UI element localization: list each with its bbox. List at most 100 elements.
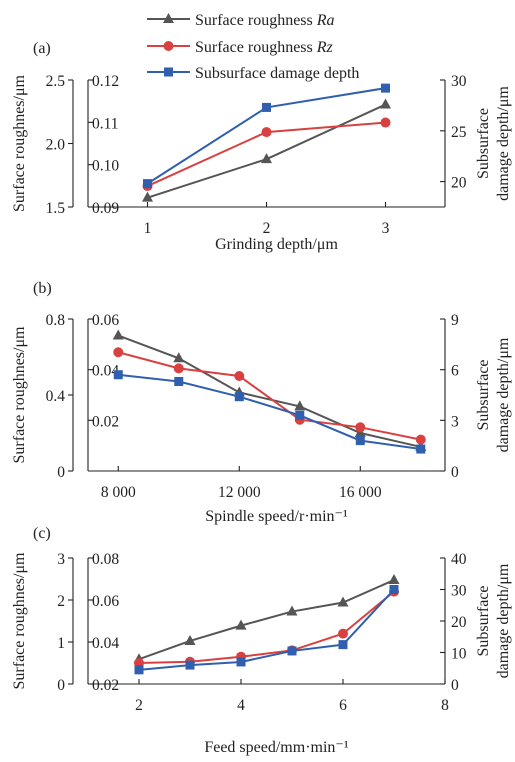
y-right-tick-label: 30 <box>451 583 467 600</box>
legend-marker-ssd <box>164 67 173 77</box>
y-right-tick-label: 0 <box>451 464 459 481</box>
legend-entry-ssd: Subsurface damage depth <box>147 65 359 82</box>
x-tick-label: 2 <box>263 220 271 237</box>
data-point <box>142 191 153 202</box>
x-tick-label: 8 <box>441 697 449 714</box>
data-point <box>173 352 185 363</box>
y-right-tick-label: 25 <box>451 124 467 141</box>
x-tick-label: 4 <box>237 697 245 714</box>
legend-label-ra: Surface roughness Ra <box>195 12 335 29</box>
panel-label: (c) <box>33 525 51 542</box>
x-tick-label: 12 000 <box>218 484 261 501</box>
y-outer-tick-label: 2.5 <box>46 73 66 90</box>
y-right-tick-label: 3 <box>451 413 459 430</box>
panel-c: (c)2 4 6 801230.020.040.060.08010203040Feed… <box>11 525 512 756</box>
series-line-ssd <box>118 373 421 451</box>
x-tick-label: 6 <box>339 697 347 714</box>
data-point <box>416 444 426 454</box>
y-outer-tick-label: 1.5 <box>46 200 66 217</box>
y-inner-tick-label: 0.04 <box>92 363 119 380</box>
y-right-tick-label: 20 <box>451 175 467 192</box>
x-tick-label: 3 <box>382 220 390 237</box>
data-point <box>380 117 391 128</box>
panel-a: (a) 1 2 3 1.5 2.0 2.5 0.09 0.10 0.11 0.12 20 25 30 Gri… <box>11 40 512 253</box>
data-point <box>113 347 124 358</box>
y-outer-tick-label: 0 <box>57 677 65 694</box>
x-tick-label: 8 000 <box>101 484 136 501</box>
data-point <box>184 634 196 645</box>
data-point <box>338 628 348 639</box>
data-point <box>337 596 349 607</box>
series-line-ra <box>147 103 386 199</box>
legend-label-rz: Surface roughness Rz <box>195 39 334 56</box>
series-line-rz <box>117 351 421 441</box>
y-right-tick-label: 9 <box>451 312 459 329</box>
y-inner-tick-label: 0.10 <box>92 158 119 175</box>
y-outer-tick-label: 2.0 <box>46 137 66 154</box>
series-rz <box>113 347 426 445</box>
y-inner-tick-label: 0.09 <box>92 200 119 217</box>
data-point <box>185 660 195 670</box>
series-line-ra <box>117 334 422 448</box>
data-point <box>380 98 391 109</box>
y-right-axis-label-line2: damage depth/μm <box>495 337 512 452</box>
data-point <box>113 370 123 380</box>
legend-entry-ra: Surface roughness Ra <box>147 12 335 29</box>
y-inner-tick-label: 0.04 <box>92 635 119 652</box>
y-right-axis-label-line1: Subsurface <box>475 108 492 179</box>
y-right-tick-label: 0 <box>451 677 459 694</box>
y-right-tick-label: 10 <box>451 646 467 663</box>
data-point <box>338 640 348 650</box>
x-axis-label: Spindle speed/r·min⁻¹ <box>205 508 348 525</box>
y-left-axis-label: Surface roughnes/μm <box>11 326 28 464</box>
data-point <box>173 363 184 374</box>
series-ssd <box>143 83 390 189</box>
y-right-tick-label: 6 <box>451 363 459 380</box>
data-point <box>234 392 244 402</box>
data-point <box>355 436 365 446</box>
y-right-axis-label-line1: Subsurface <box>475 359 492 430</box>
series-line-ssd <box>138 588 395 671</box>
panel-label: (b) <box>33 280 52 297</box>
y-inner-tick-label: 0.02 <box>92 677 119 694</box>
series-ra <box>142 98 391 202</box>
y-right-tick-label: 30 <box>451 73 467 90</box>
series-ssd <box>113 370 426 454</box>
data-point <box>234 371 245 381</box>
series-ssd <box>134 585 399 675</box>
data-point <box>287 646 297 656</box>
data-point <box>286 605 298 616</box>
x-tick-label: 2 <box>135 697 143 714</box>
y-outer-tick-label: 0.8 <box>46 312 66 329</box>
x-tick-label: 1 <box>144 220 152 237</box>
y-inner-tick-label: 0.08 <box>92 551 119 568</box>
y-outer-tick-label: 1 <box>57 635 65 652</box>
legend-marker-ra <box>163 13 174 23</box>
y-left-axis-label: Surface roughnes/μm <box>11 74 28 212</box>
data-point <box>134 665 144 675</box>
y-left-axis-label: Surface roughnes/μm <box>11 552 28 690</box>
series-line-ra <box>138 579 395 661</box>
y-inner-tick-label: 0.06 <box>92 312 119 329</box>
y-right-axis-label-line2: damage depth/μm <box>495 563 512 678</box>
data-point <box>294 400 306 411</box>
data-point <box>355 422 366 433</box>
data-point <box>236 657 246 667</box>
y-inner-tick-label: 0.06 <box>92 593 119 610</box>
y-inner-tick-label: 0.12 <box>92 73 119 90</box>
y-outer-tick-label: 0 <box>57 464 65 481</box>
panel-label: (a) <box>33 40 51 57</box>
series-line-rz <box>138 590 395 664</box>
legend-label-ssd: Subsurface damage depth <box>195 65 359 82</box>
y-right-axis-label-line2: damage depth/μm <box>495 86 512 201</box>
y-right-tick-label: 20 <box>451 614 467 631</box>
panel-b: (b) 8 000 12 000 16 000 0 0.4 0.8 0.02 0.04 0.06 0… <box>11 280 512 525</box>
data-point <box>174 376 184 386</box>
data-point <box>389 585 399 594</box>
legend-entry-rz: Surface roughness Rz <box>147 39 334 56</box>
legend-marker-rz <box>163 41 174 51</box>
data-point <box>143 179 152 189</box>
data-point <box>262 102 271 112</box>
data-point <box>261 127 272 138</box>
